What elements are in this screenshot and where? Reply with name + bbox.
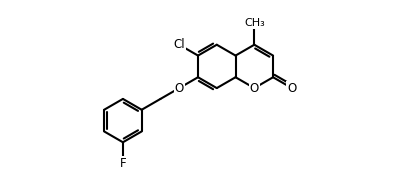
Text: F: F — [120, 157, 126, 170]
Text: O: O — [287, 82, 297, 95]
Text: O: O — [250, 82, 259, 95]
Text: Cl: Cl — [173, 38, 185, 51]
Text: CH₃: CH₃ — [244, 18, 265, 28]
Text: O: O — [175, 82, 184, 95]
